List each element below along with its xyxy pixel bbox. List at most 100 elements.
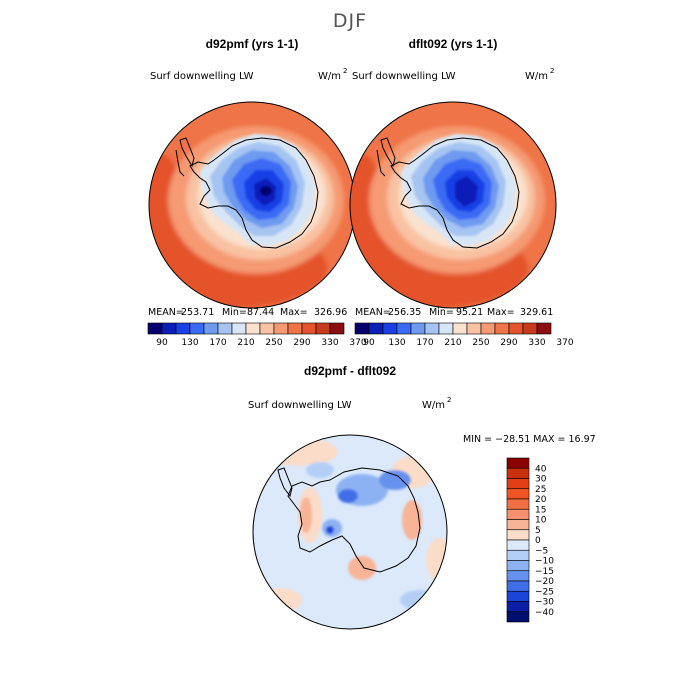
panel-2-colorbar-swatch-0 (354, 322, 370, 335)
diff-anomaly-plateau-cool-3 (338, 489, 358, 503)
diff-panel-peninsula (277, 467, 293, 498)
panel-2-units: W/m 2 (525, 67, 554, 82)
panel-2-colorbar-tick-2: 170 (416, 338, 433, 348)
panel-2-colorbar-swatch-8 (466, 322, 482, 335)
diff-anomaly-peninsula-warm-2 (300, 497, 312, 533)
panel-1-units: W/m 2 (318, 67, 347, 82)
panel-1-units-base: W/m (318, 71, 341, 82)
diff-colorbar-level-13: −30 (535, 598, 554, 608)
panel-1-peninsula (179, 137, 195, 168)
diff-panel: d92pmf - dflt092 Surf downwelling LW W/m… (248, 364, 596, 630)
diff-anomaly-north-warm (262, 438, 338, 466)
panel-2-units-base: W/m (525, 71, 548, 82)
diff-anomaly-min (326, 526, 334, 534)
panel-2-colorbar-swatch-12 (522, 322, 538, 335)
panel-1-variable: Surf downwelling LW (150, 71, 254, 82)
panel-1-south-america-tip (175, 149, 185, 177)
panel-1-colorbar-swatch-6 (231, 322, 247, 335)
panel-1-mean-label: MEAN= (148, 307, 184, 318)
panel-2-stats: MEAN= 256.35 Min= 95.21 Max= 329.61 (355, 307, 553, 318)
panel-1-colorbar-tick-6: 330 (321, 338, 338, 348)
panel-2-colorbar-tick-5: 290 (500, 338, 517, 348)
panel-1-colorbar-swatch-3 (189, 322, 205, 335)
panel-2-colorbar-swatch-4 (410, 322, 426, 335)
panel-2-colorbar-tick-3: 210 (444, 338, 461, 348)
diff-colorbar-swatch-8 (506, 539, 530, 551)
panel-2-colorbar-swatch-7 (452, 322, 468, 335)
diff-anomaly-sw-warm (258, 588, 302, 612)
panel-2-colorbar-swatch-2 (382, 322, 398, 335)
panel-1-stats: MEAN= 253.71 Min= 87.44 Max= 326.96 (148, 307, 347, 318)
diff-colorbar-level-2: 25 (535, 485, 546, 495)
panel-2-colorbar-tick-6: 330 (528, 338, 545, 348)
diff-panel-map (253, 435, 447, 629)
diff-colorbar-level-1: 30 (535, 475, 547, 485)
panel-1-max-label: Max= (280, 307, 308, 318)
panel-2-max-label: Max= (487, 307, 515, 318)
diff-colorbar-swatch-9 (506, 549, 530, 561)
diff-colorbar-swatch-10 (506, 560, 530, 572)
panel-2-colorbar-tick-7: 370 (556, 338, 573, 348)
panel-2-mean-value: 256.35 (388, 307, 421, 318)
panel-2-title: dflt092 (yrs 1-1) (409, 37, 498, 51)
diff-colorbar-swatch-1 (506, 467, 530, 479)
panel-2-colorbar-tick-4: 250 (472, 338, 489, 348)
panel-1-colorbar-tick-5: 290 (293, 338, 310, 348)
diff-panel-variable: Surf downwelling LW (248, 400, 352, 411)
panel-1-colorbar-swatch-13 (329, 322, 345, 335)
panel-2-colorbar-swatch-1 (368, 322, 384, 335)
diff-colorbar-level-10: −15 (535, 567, 554, 577)
panel-2-coastline (390, 137, 520, 249)
diff-panel-map-border (252, 434, 448, 630)
diff-colorbar-level-8: −5 (535, 546, 548, 556)
panel-2-min-label: Min= (429, 307, 454, 318)
panel-2-variable: Surf downwelling LW (352, 71, 456, 82)
diff-colorbar-level-5: 10 (535, 516, 547, 526)
panel-2-colorbar-swatch-13 (536, 322, 552, 335)
diff-panel-units-exp: 2 (447, 396, 451, 404)
diff-colorbar-level-12: −25 (535, 587, 554, 597)
panel-2-colorbar-swatch-5 (424, 322, 440, 335)
diff-anomaly-plateau-cool-2 (379, 470, 411, 490)
diff-colorbar-swatch-7 (506, 529, 530, 541)
diff-panel-units: W/m 2 (422, 396, 451, 411)
panel-1-colorbar-swatch-8 (259, 322, 275, 335)
diff-colorbar-swatch-6 (506, 519, 530, 531)
panel-1-mean-value: 253.71 (181, 307, 214, 318)
diff-anomaly-cool-6 (400, 590, 440, 610)
panel-1-contour-90 (260, 186, 272, 196)
panel-2-colorbar-swatch-10 (494, 322, 510, 335)
diff-colorbar-swatch-14 (506, 601, 530, 613)
diff-colorbar-swatch-15 (506, 611, 530, 623)
diff-colorbar-level-11: −20 (535, 577, 554, 587)
diff-anomaly-ross-warm (348, 556, 376, 580)
panel-1-colorbar-swatch-7 (245, 322, 261, 335)
diff-colorbar-level-3: 20 (535, 495, 547, 505)
panel-1-colorbar-swatch-11 (301, 322, 317, 335)
panel-1-coastline (189, 137, 319, 249)
diff-panel-coastline (287, 467, 421, 573)
diff-colorbar-level-4: 15 (535, 505, 546, 515)
diff-colorbar-swatch-2 (506, 478, 530, 490)
diff-colorbar-level-9: −10 (535, 557, 554, 567)
diff-panel-title: d92pmf - dflt092 (304, 364, 396, 378)
panel-1-min-label: Min= (222, 307, 247, 318)
panel-1-title: d92pmf (yrs 1-1) (206, 37, 299, 51)
panel-1-colorbar-tick-3: 210 (237, 338, 254, 348)
diff-colorbar-swatch-0 (506, 457, 530, 469)
diff-anomaly-cool-5 (306, 462, 334, 478)
panel-2-colorbar-swatch-11 (508, 322, 524, 335)
panel-2-contour-110 (455, 176, 478, 207)
panel-1-colorbar-tick-7: 370 (349, 338, 366, 348)
diff-anomaly-east-warm (426, 538, 447, 582)
diff-colorbar-swatch-5 (506, 508, 530, 520)
panel-1-colorbar-swatch-12 (315, 322, 331, 335)
panel-2-colorbar: 90 130 170 210 250 290 330 370 (354, 322, 574, 348)
panel-2-peninsula (380, 137, 396, 168)
panel-1-colorbar-swatch-10 (287, 322, 303, 335)
panel-1-map (149, 102, 355, 308)
diff-colorbar-swatch-13 (506, 590, 530, 602)
diff-colorbar-level-14: −40 (535, 608, 554, 618)
